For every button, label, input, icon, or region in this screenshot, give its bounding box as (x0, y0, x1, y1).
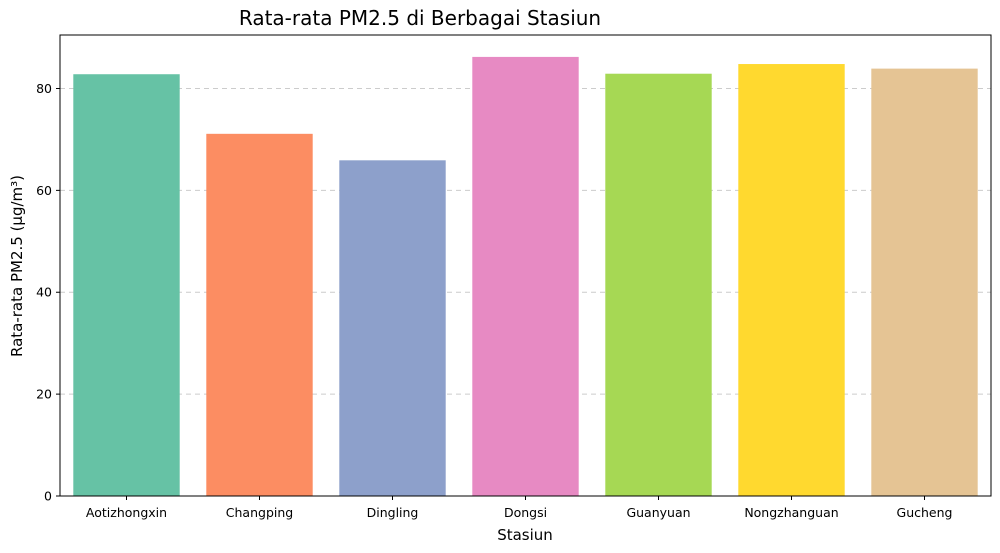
y-tick-label: 0 (44, 489, 52, 504)
bar-gucheng (871, 68, 978, 497)
bar-guanyuan (605, 73, 712, 497)
x-tick-label: Dingling (367, 505, 419, 520)
y-tick-label: 80 (36, 81, 52, 96)
x-tick-label: Nongzhanguan (744, 505, 838, 520)
y-tick-labels: 0 20 40 60 80 (36, 81, 60, 504)
bar-nongzhanguan (738, 64, 845, 496)
bar-aotizhongxin (73, 74, 180, 496)
y-tick-label: 20 (36, 387, 52, 402)
x-axis-label: Stasiun (497, 526, 553, 544)
x-tick-label: Aotizhongxin (86, 505, 167, 520)
bar-dongsi (472, 56, 579, 496)
x-tick-label: Changping (226, 505, 293, 520)
y-axis-label: Rata-rata PM2.5 (µg/m³) (8, 175, 26, 357)
bar-dingling (339, 160, 446, 497)
x-tick-labels: Aotizhongxin Changping Dingling Dongsi Guany… (86, 496, 953, 520)
x-tick-label: Gucheng (897, 505, 953, 520)
y-tick-label: 40 (36, 285, 52, 300)
bars (73, 56, 978, 497)
x-tick-label: Dongsi (504, 505, 547, 520)
bar-changping (206, 133, 313, 497)
x-tick-label: Guanyuan (626, 505, 690, 520)
chart-title: Rata-rata PM2.5 di Berbagai Stasiun (239, 6, 601, 30)
y-tick-label: 60 (36, 183, 52, 198)
